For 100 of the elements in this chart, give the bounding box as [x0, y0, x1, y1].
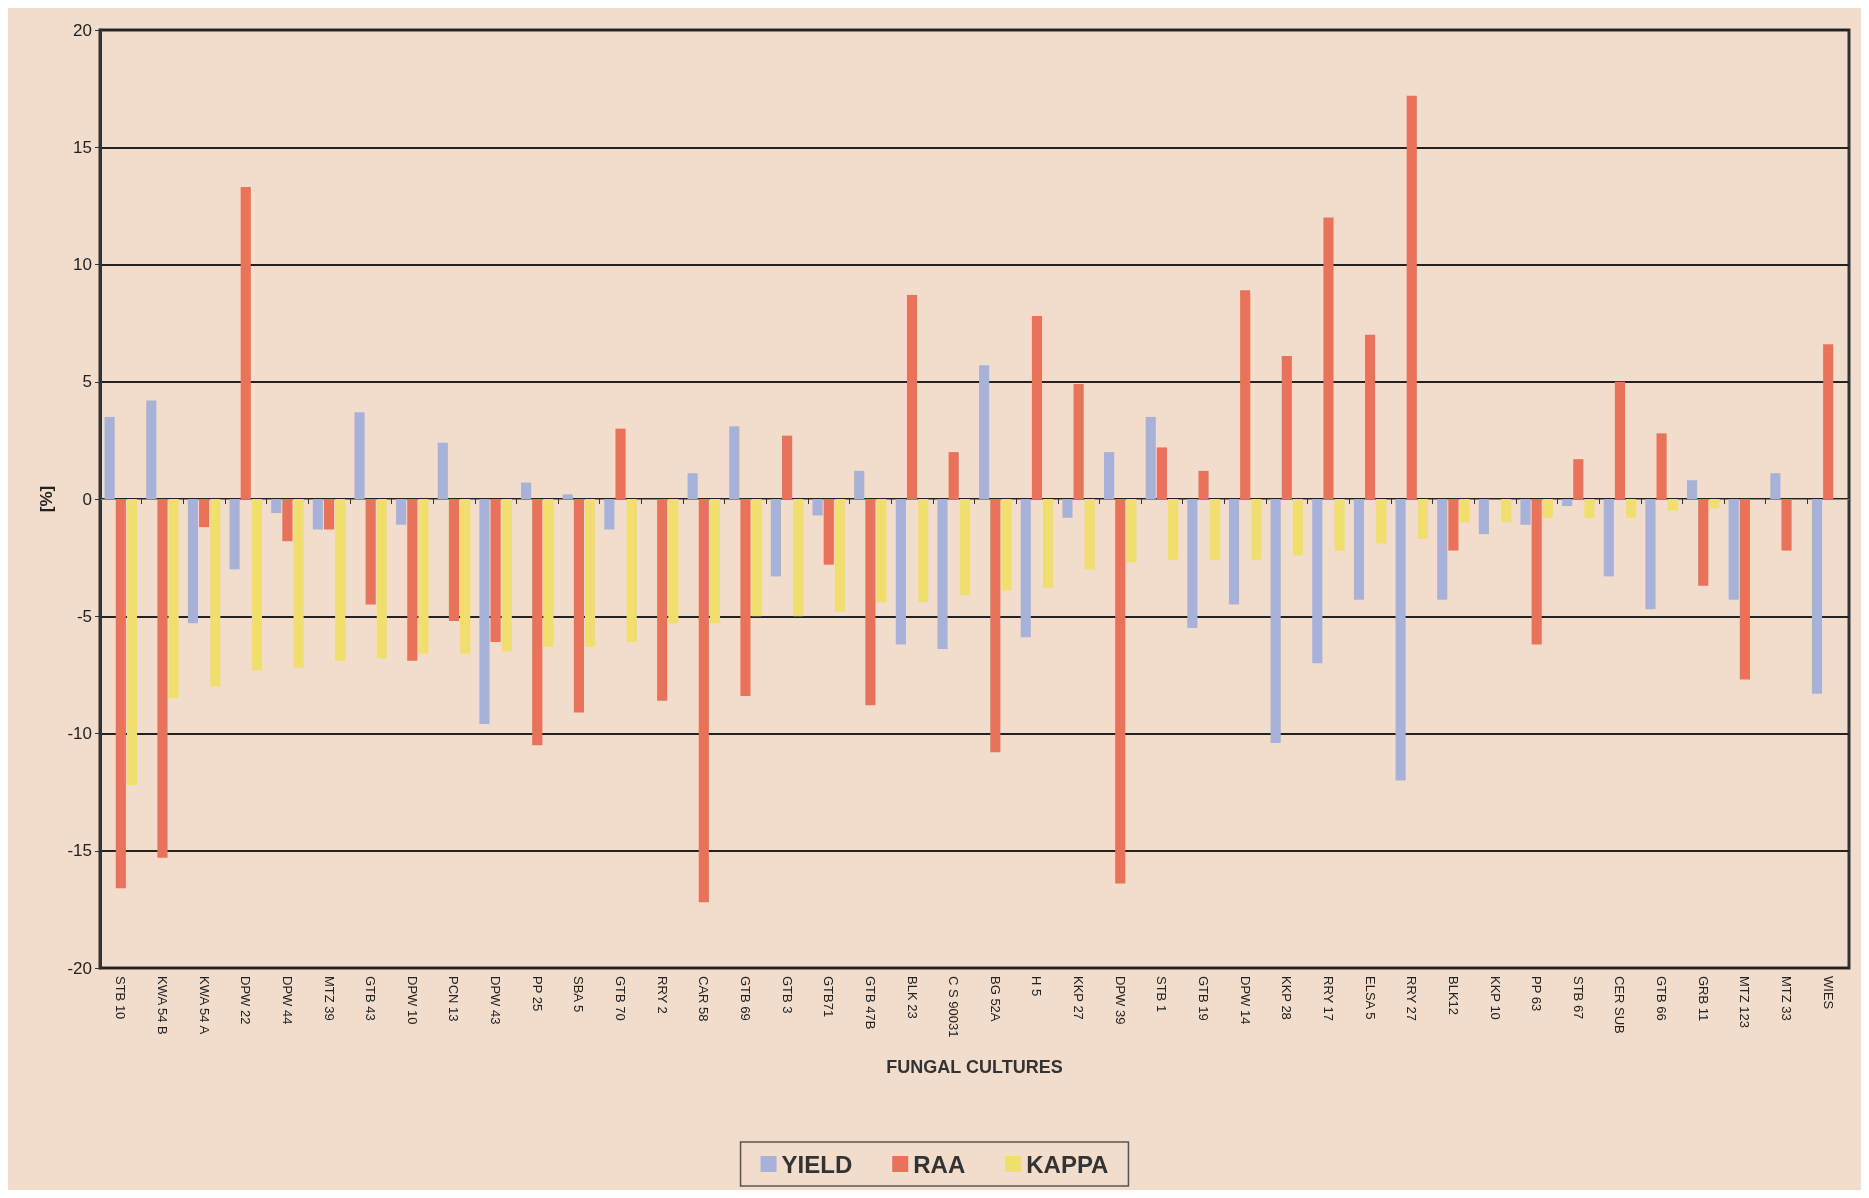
bar — [396, 499, 407, 525]
legend-label: YIELD — [781, 1150, 853, 1178]
bar — [626, 499, 637, 643]
bar — [251, 499, 262, 671]
bar — [1709, 499, 1720, 509]
bar — [1811, 499, 1823, 694]
bar — [948, 452, 959, 499]
bar — [1417, 499, 1428, 539]
x-tick-label: C S 90031 — [946, 976, 962, 1038]
bar — [1603, 499, 1614, 577]
bar — [740, 499, 751, 696]
x-tick-label: GTB 3 — [779, 976, 795, 1014]
x-tick-label: CER SUB — [1612, 976, 1628, 1034]
bar — [354, 412, 365, 499]
x-tick-label: ELSA 5 — [1362, 976, 1378, 1020]
y-axis-title: [%] — [37, 485, 56, 513]
bar — [1240, 290, 1251, 499]
bar — [187, 499, 199, 624]
bar — [1198, 470, 1209, 499]
x-tick-label: DPW 39 — [1112, 976, 1128, 1025]
bar — [1437, 499, 1448, 600]
bar — [271, 499, 282, 514]
x-tick-label: DPW 14 — [1237, 976, 1253, 1025]
x-tick-label: PCN 13 — [446, 976, 462, 1022]
y-tick-label: -10 — [67, 724, 92, 743]
bar — [1228, 499, 1240, 605]
bar — [490, 499, 501, 643]
legend-label: RAA — [913, 1150, 966, 1178]
bar — [365, 499, 376, 605]
bar — [407, 499, 418, 661]
bar — [1365, 334, 1376, 499]
bar — [1323, 217, 1334, 499]
y-tick-label: 0 — [82, 489, 92, 509]
bar — [335, 499, 346, 661]
x-tick-label: KWA 54 A — [196, 976, 212, 1035]
bar — [615, 428, 626, 499]
x-tick-label: BLK12 — [1445, 976, 1461, 1016]
x-tick-label: GRB 11 — [1695, 976, 1711, 1022]
bar — [1501, 499, 1512, 523]
bar — [437, 442, 448, 499]
bar — [1614, 381, 1626, 499]
x-tick-label: MTZ 33 — [1779, 976, 1795, 1021]
bar — [793, 499, 804, 617]
y-tick-label: -5 — [76, 606, 92, 626]
bar — [1156, 447, 1167, 499]
x-tick-label: RRY 17 — [1320, 976, 1336, 1022]
bar — [1687, 480, 1698, 499]
bar — [751, 499, 762, 617]
bar — [865, 499, 876, 706]
bar — [521, 482, 532, 499]
bar — [1312, 499, 1323, 664]
bar — [293, 499, 304, 668]
x-tick-label: H 5 — [1029, 976, 1045, 997]
bar — [834, 499, 845, 612]
bar — [1115, 499, 1126, 884]
bar — [1448, 499, 1459, 551]
bar — [1728, 499, 1739, 600]
bar — [126, 499, 138, 786]
bar — [698, 499, 709, 903]
bar — [906, 294, 918, 499]
bar — [479, 499, 490, 725]
bar — [687, 473, 698, 499]
bar — [1584, 499, 1595, 518]
bar — [323, 499, 335, 530]
bar — [501, 499, 512, 652]
bar — [1209, 499, 1220, 560]
x-tick-label: STB 67 — [1570, 976, 1586, 1020]
bar — [157, 499, 168, 858]
x-tick-label: WIES — [1820, 976, 1836, 1010]
bar — [1145, 416, 1156, 499]
x-tick-label: KWA 54 B — [154, 976, 170, 1035]
bar — [1406, 95, 1417, 499]
bar — [532, 499, 543, 746]
y-tick-label: 5 — [82, 372, 92, 392]
bar — [1353, 499, 1365, 600]
x-tick-label: GTB 19 — [1196, 976, 1212, 1021]
x-tick-label: STB 10 — [113, 976, 129, 1020]
x-tick-label: GTB 47B — [862, 976, 878, 1030]
bar — [1251, 499, 1262, 560]
bar — [115, 499, 126, 889]
bar — [1459, 499, 1470, 523]
bar — [210, 499, 221, 687]
bar — [543, 499, 554, 647]
bar — [1626, 499, 1637, 518]
bar — [1531, 499, 1542, 645]
bar — [1770, 473, 1781, 499]
y-tick-label: -20 — [67, 958, 92, 978]
bar — [959, 499, 970, 596]
bar — [1478, 499, 1489, 535]
bar — [1001, 499, 1012, 591]
bar — [460, 499, 471, 654]
x-tick-label: DPW 10 — [404, 976, 420, 1025]
bar — [1104, 452, 1115, 499]
bar — [854, 470, 865, 499]
y-tick-label: 10 — [73, 255, 92, 274]
x-tick-label: MTZ 39 — [321, 976, 337, 1021]
bar — [1020, 499, 1031, 638]
bar — [312, 499, 323, 530]
bar — [1043, 499, 1054, 589]
x-tick-label: BLK 23 — [904, 976, 920, 1019]
